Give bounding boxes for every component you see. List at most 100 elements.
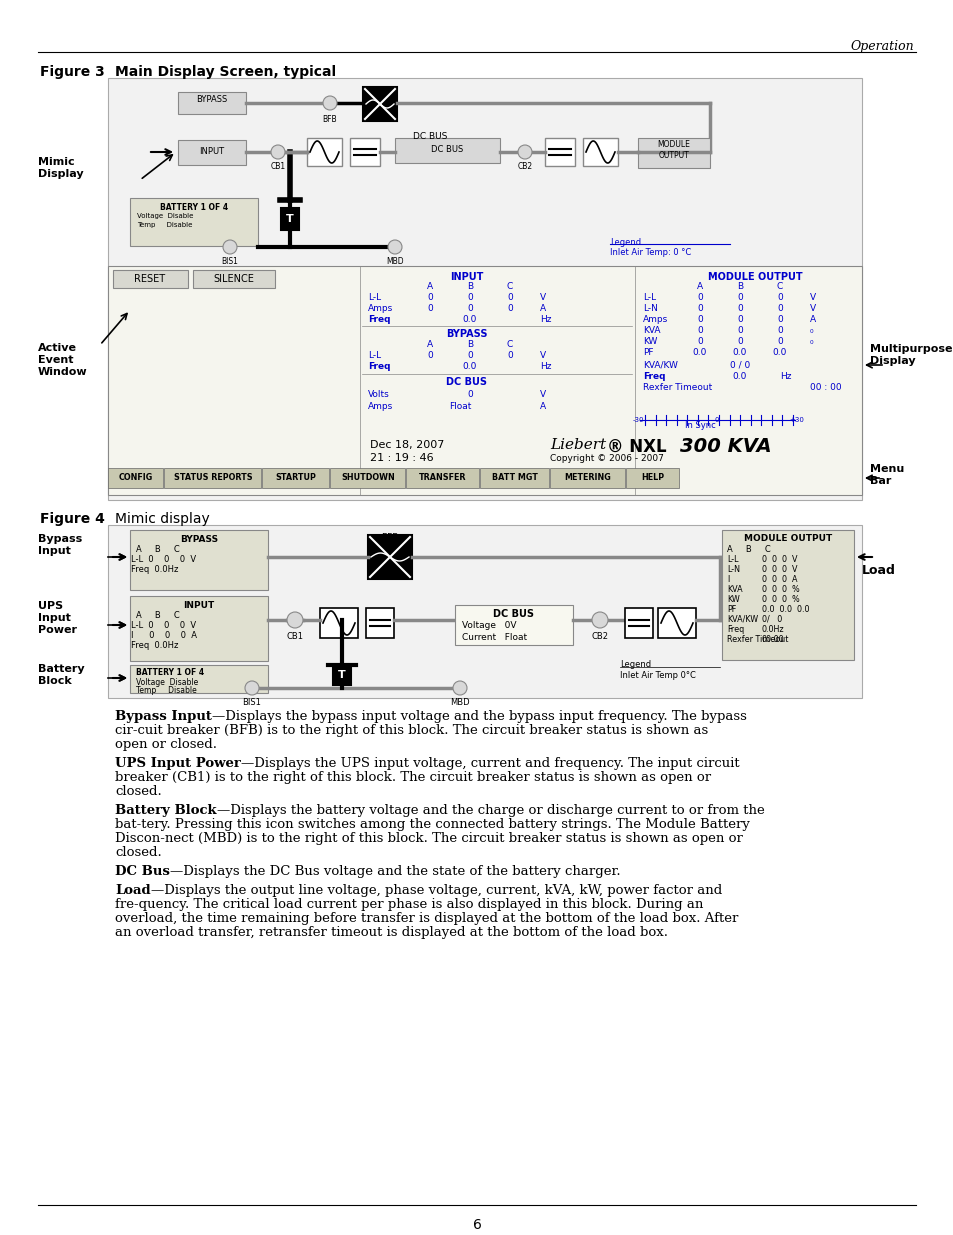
Text: PF: PF [726,605,736,614]
Text: V: V [539,293,545,303]
Text: 0: 0 [697,337,702,346]
Text: MODULE OUTPUT: MODULE OUTPUT [707,272,801,282]
Text: breaker (CB1) is to the right of this block. The circuit breaker status is shown: breaker (CB1) is to the right of this bl… [115,771,710,784]
Text: BATTERY 1 OF 4: BATTERY 1 OF 4 [136,668,204,677]
FancyBboxPatch shape [479,468,548,488]
Text: RESET: RESET [134,274,166,284]
Text: 0: 0 [507,293,513,303]
Text: L-L: L-L [642,293,656,303]
Text: 0: 0 [467,390,473,399]
Text: Float: Float [448,403,471,411]
Text: A: A [539,304,545,312]
Text: —Displays the UPS input voltage, current and frequency. The input circuit: —Displays the UPS input voltage, current… [240,757,739,769]
Text: 0: 0 [737,337,742,346]
Text: 0: 0 [737,293,742,303]
Text: Mimic display: Mimic display [115,513,210,526]
Text: B: B [466,282,473,291]
Text: L-N: L-N [642,304,658,312]
Text: Copyright © 2006 - 2007: Copyright © 2006 - 2007 [550,454,663,463]
Text: Freq  0.0Hz: Freq 0.0Hz [131,641,178,650]
Text: C: C [506,340,513,350]
FancyBboxPatch shape [108,468,163,488]
Text: CB1: CB1 [270,162,285,170]
Text: 0  0  0  %: 0 0 0 % [761,585,799,594]
Text: A: A [697,282,702,291]
Text: closed.: closed. [115,785,162,798]
FancyBboxPatch shape [544,138,575,165]
FancyBboxPatch shape [108,266,862,495]
Text: 0/   0: 0/ 0 [761,615,781,624]
Text: Voltage   0V: Voltage 0V [461,621,516,630]
Text: 0: 0 [777,337,782,346]
Text: 00:00: 00:00 [761,635,783,643]
Text: T: T [337,671,346,680]
Text: 0: 0 [467,293,473,303]
Text: Temp     Disable: Temp Disable [136,685,196,695]
Text: 0: 0 [777,326,782,335]
Text: +30: +30 [789,417,803,424]
Circle shape [245,680,258,695]
Text: fre-quency. The critical load current per phase is also displayed in this block.: fre-quency. The critical load current pe… [115,898,702,911]
Text: Figure 3: Figure 3 [40,65,105,79]
Text: INPUT: INPUT [199,147,224,157]
Text: Hz: Hz [539,362,551,370]
FancyBboxPatch shape [406,468,478,488]
Text: overload, the time remaining before transfer is displayed at the bottom of the l: overload, the time remaining before tran… [115,911,738,925]
FancyBboxPatch shape [130,664,268,693]
Circle shape [453,680,467,695]
Text: 0: 0 [427,304,433,312]
Text: Operation: Operation [849,40,913,53]
Text: Amps: Amps [368,304,393,312]
Text: —Displays the bypass input voltage and the bypass input frequency. The bypass: —Displays the bypass input voltage and t… [212,710,746,722]
Text: BYPASS: BYPASS [180,535,218,543]
Text: I: I [726,576,728,584]
Text: B: B [466,340,473,350]
Text: Freq  0.0Hz: Freq 0.0Hz [131,564,178,574]
Text: 0 / 0: 0 / 0 [729,359,749,369]
Text: 0: 0 [697,293,702,303]
Text: 0.0: 0.0 [732,372,746,382]
Text: 0: 0 [737,304,742,312]
Text: T: T [286,214,294,224]
Text: Amps: Amps [368,403,393,411]
Text: 0.0: 0.0 [732,348,746,357]
Text: Temp     Disable: Temp Disable [137,222,193,228]
Text: ₀: ₀ [809,337,813,346]
Text: V: V [809,304,815,312]
Text: In Sync: In Sync [684,421,715,430]
Text: L-L: L-L [368,351,381,359]
Text: DC BUS: DC BUS [431,146,462,154]
FancyBboxPatch shape [281,207,298,230]
FancyBboxPatch shape [108,525,862,698]
Text: 0: 0 [427,351,433,359]
FancyBboxPatch shape [550,468,624,488]
Text: B: B [736,282,742,291]
Circle shape [271,144,285,159]
Text: closed.: closed. [115,846,162,860]
Text: 0: 0 [507,351,513,359]
FancyBboxPatch shape [307,138,341,165]
Text: cir-cuit breaker (BFB) is to the right of this block. The circuit breaker status: cir-cuit breaker (BFB) is to the right o… [115,724,707,737]
Text: 21 : 19 : 46: 21 : 19 : 46 [370,453,434,463]
FancyBboxPatch shape [130,198,257,246]
Text: A: A [539,403,545,411]
Text: 0: 0 [737,315,742,324]
FancyBboxPatch shape [178,91,246,114]
Text: CB2: CB2 [591,632,608,641]
Text: 0: 0 [697,304,702,312]
Text: KW: KW [726,595,739,604]
Text: 0.0: 0.0 [462,315,476,324]
Text: 0.0: 0.0 [462,362,476,370]
Text: BIS1: BIS1 [221,257,238,266]
Text: 0  0  0  V: 0 0 0 V [761,564,797,574]
Text: Hz: Hz [539,315,551,324]
Text: MODULE
OUTPUT: MODULE OUTPUT [657,141,690,159]
Text: A     B     C: A B C [136,611,179,620]
Text: A: A [809,315,815,324]
Text: MBD: MBD [386,257,403,266]
Circle shape [388,240,401,254]
Text: Amps: Amps [642,315,667,324]
Circle shape [592,613,607,629]
Text: Battery
Block: Battery Block [38,664,85,685]
Text: Load: Load [115,884,151,897]
